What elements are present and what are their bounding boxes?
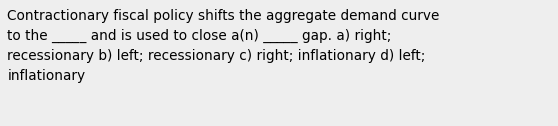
Text: Contractionary fiscal policy shifts the aggregate demand curve
to the _____ and : Contractionary fiscal policy shifts the …	[7, 9, 440, 83]
